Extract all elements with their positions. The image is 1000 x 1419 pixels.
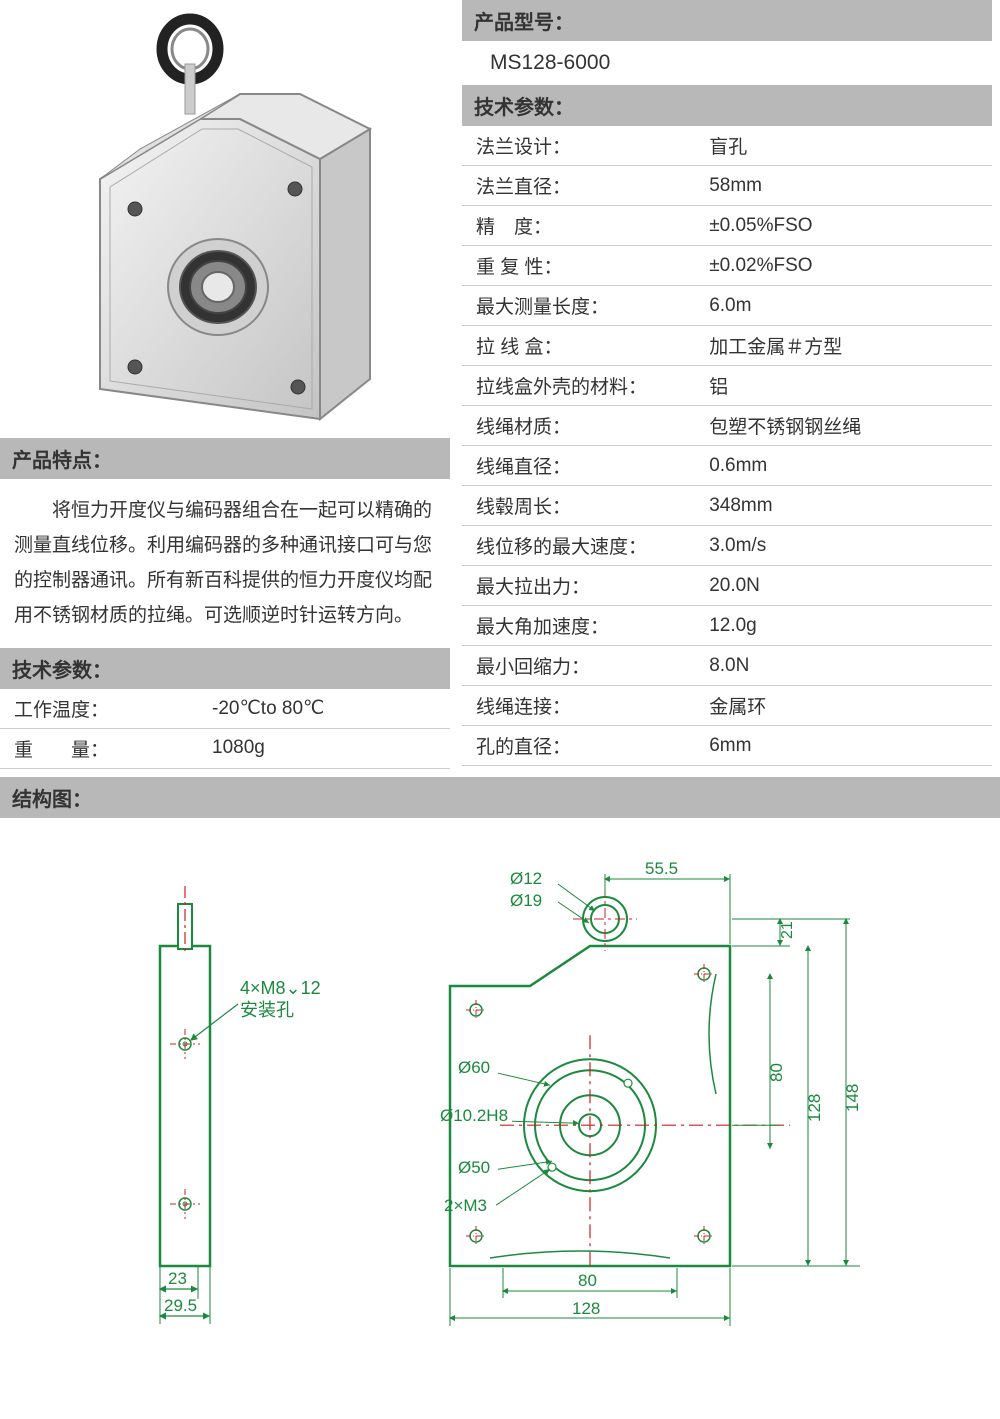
spec-row: 线毂周长：348mm bbox=[462, 486, 992, 526]
spec-row: 拉线盒外壳的材料：铝 bbox=[462, 366, 992, 406]
features-header: 产品特点： bbox=[0, 438, 450, 479]
spec-row: 重 量：1080g bbox=[0, 728, 450, 768]
spec-row: 重 复 性：±0.02%FSO bbox=[462, 246, 992, 286]
spec-row: 精 度：±0.05%FSO bbox=[462, 206, 992, 246]
model-header: 产品型号： bbox=[462, 0, 992, 41]
right-tech-params-header: 技术参数： bbox=[462, 85, 992, 126]
svg-text:Ø12: Ø12 bbox=[510, 869, 542, 888]
spec-row: 法兰设计：盲孔 bbox=[462, 126, 992, 166]
svg-text:Ø50: Ø50 bbox=[458, 1158, 490, 1177]
svg-text:55.5: 55.5 bbox=[645, 859, 678, 878]
svg-text:Ø19: Ø19 bbox=[510, 891, 542, 910]
model-value: MS128-6000 bbox=[462, 41, 992, 85]
structure-header: 结构图： bbox=[0, 777, 1000, 818]
svg-text:80: 80 bbox=[767, 1063, 786, 1082]
svg-text:安装孔: 安装孔 bbox=[240, 1000, 294, 1020]
svg-text:148: 148 bbox=[843, 1083, 862, 1111]
structure-diagram: 4×M8⌄12安装孔 23 29.5 Ø12 Ø19 55.5 21 80 128 148 80 12… bbox=[0, 818, 1000, 1419]
features-text: 将恒力开度仪与编码器组合在一起可以精确的测量直线位移。利用编码器的多种通讯接口可… bbox=[0, 479, 450, 648]
spec-row: 拉 线 盒：加工金属＃方型 bbox=[462, 326, 992, 366]
svg-text:Ø10.2H8: Ø10.2H8 bbox=[440, 1106, 508, 1125]
product-image bbox=[0, 0, 450, 438]
svg-text:Ø60: Ø60 bbox=[458, 1058, 490, 1077]
svg-text:29.5: 29.5 bbox=[164, 1296, 197, 1315]
spec-row: 法兰直径：58mm bbox=[462, 166, 992, 206]
svg-text:2×M3: 2×M3 bbox=[444, 1196, 487, 1215]
spec-row: 最大拉出力：20.0N bbox=[462, 566, 992, 606]
spec-row: 最小回缩力：8.0N bbox=[462, 646, 992, 686]
spec-row: 孔的直径：6mm bbox=[462, 726, 992, 766]
spec-row: 线绳直径：0.6mm bbox=[462, 446, 992, 486]
svg-text:128: 128 bbox=[805, 1093, 824, 1121]
spec-row: 最大角加速度：12.0g bbox=[462, 606, 992, 646]
spec-row: 工作温度：-20℃to 80℃ bbox=[0, 689, 450, 729]
right-spec-table: 法兰设计：盲孔法兰直径：58mm精 度：±0.05%FSO重 复 性：±0.02… bbox=[462, 126, 992, 766]
spec-row: 线绳材质：包塑不锈钢钢丝绳 bbox=[462, 406, 992, 446]
spec-row: 线位移的最大速度：3.0m/s bbox=[462, 526, 992, 566]
svg-text:21: 21 bbox=[779, 921, 796, 939]
spec-row: 线绳连接：金属环 bbox=[462, 686, 992, 726]
svg-text:80: 80 bbox=[578, 1271, 597, 1290]
spec-row: 最大测量长度：6.0m bbox=[462, 286, 992, 326]
left-spec-table: 工作温度：-20℃to 80℃重 量：1080g bbox=[0, 689, 450, 769]
svg-text:4×M8⌄12: 4×M8⌄12 bbox=[240, 978, 321, 998]
left-tech-params-header: 技术参数： bbox=[0, 648, 450, 689]
svg-text:128: 128 bbox=[572, 1299, 600, 1318]
svg-text:23: 23 bbox=[168, 1269, 187, 1288]
